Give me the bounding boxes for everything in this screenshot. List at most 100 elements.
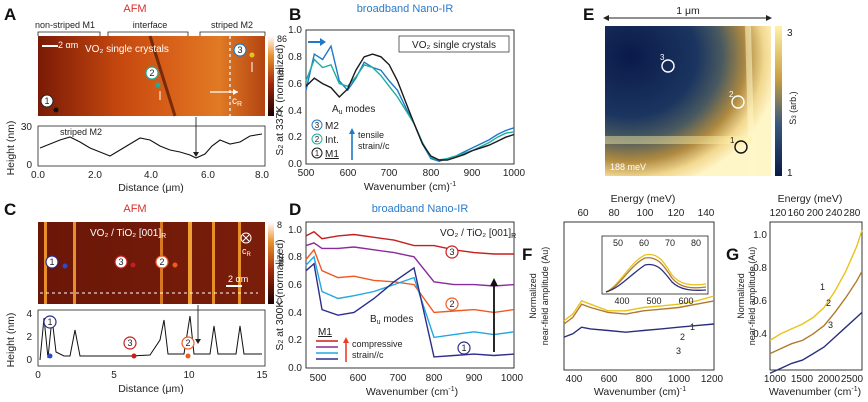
panel-g-ylabel-1: Normalized (736, 273, 746, 319)
profile-a-xticks: 0.0 2.0 4.0 6.0 8.0 (31, 170, 269, 181)
profile-c-xticks: 0 5 10 15 (35, 370, 268, 381)
svg-text:2: 2 (185, 338, 190, 348)
c-axis-arrowhead-a (233, 89, 238, 95)
panel-g-label-1: 1 (820, 282, 825, 292)
svg-text:0.0: 0.0 (288, 159, 302, 170)
panel-e-letter: E (583, 5, 594, 24)
panel-f-inset-top-ticks: 50 60 70 80 (613, 238, 701, 248)
panel-d-title: broadband Nano-IR (372, 203, 469, 215)
profile-a-frame (37, 125, 266, 167)
svg-text:1500: 1500 (791, 374, 814, 385)
colorbar-c-min: 0 (277, 296, 282, 306)
profile-c-arrowhead (195, 339, 201, 344)
panel-f-xlabel: Wavenumber (cm)-1 (594, 386, 686, 398)
profile-a-label: striped M2 (60, 127, 102, 137)
series-d-3 (305, 230, 514, 255)
panel-e-bright-vertical (745, 25, 755, 177)
panel-d-legend: M1 compressive strain//c (316, 327, 403, 362)
svg-text:500: 500 (310, 373, 327, 384)
svg-text:0.4: 0.4 (288, 308, 302, 319)
svg-text:1000: 1000 (501, 373, 524, 384)
profile-a-line (39, 133, 263, 159)
panel-g-frame (769, 221, 863, 371)
colorbar-e-max: 3 (787, 28, 793, 39)
svg-text:80: 80 (608, 208, 620, 219)
svg-text:5: 5 (111, 370, 117, 381)
region-striped-m2: striped M2 (211, 20, 253, 30)
svg-text:2.0: 2.0 (88, 170, 102, 181)
panel-b: B broadband Nano-IR 0.0 0.2 0.4 0.6 0.8 … (274, 3, 526, 193)
panel-a: A AFM non-striped M1 interface striped M… (4, 3, 287, 194)
panel-f-label-2: 2 (680, 332, 685, 342)
svg-text:3: 3 (449, 247, 454, 257)
svg-text:600: 600 (678, 296, 693, 306)
svg-text:1000: 1000 (764, 374, 787, 385)
panel-f-label-3: 3 (676, 346, 681, 356)
legend-b-m2: M2 (325, 121, 339, 132)
panel-c: C AFM VO₂ / TiO₂ [001]R cR 2 αm 1 3 (4, 200, 286, 395)
series-f-1 (563, 295, 715, 322)
panel-f-top-ticks: 60 80 100 120 140 (577, 208, 714, 219)
panel-a-letter: A (4, 5, 16, 24)
svg-text:1: 1 (315, 149, 320, 158)
panel-b-blue-arrowhead (320, 38, 326, 46)
svg-text:800: 800 (423, 168, 440, 179)
panel-b-box-text: VO₂ single crystals (412, 40, 496, 51)
afm-c-inset-text: VO₂ / TiO₂ [001]R (90, 228, 166, 240)
panel-d-xlabel: Wavenumber (cm-1) (366, 386, 458, 398)
chart-d-series (305, 230, 515, 358)
svg-text:2: 2 (729, 90, 734, 99)
svg-text:600: 600 (350, 373, 367, 384)
colorbar-e (775, 26, 782, 176)
panel-g-xticks: 1000 1500 2000 2500 (764, 374, 864, 385)
panel-g-xlabel: Wavenumber (cm-1) (769, 386, 861, 398)
svg-text:100: 100 (637, 208, 654, 219)
panel-g-label-3: 3 (828, 320, 833, 330)
marker-1-a: 1 (40, 94, 59, 113)
svg-text:0.8: 0.8 (288, 52, 302, 63)
svg-text:1.0: 1.0 (288, 25, 302, 36)
colorbar-c-label: nm (276, 253, 286, 266)
panel-d-frame (305, 221, 515, 369)
svg-text:1.0: 1.0 (288, 225, 302, 236)
svg-text:2: 2 (159, 257, 164, 267)
profile-a-ytick-30: 30 (21, 122, 33, 133)
legend-b-m1: M1 (325, 149, 339, 160)
panel-g-top-label: Energy (meV) (778, 193, 843, 205)
colorbar-e-min: 1 (787, 168, 793, 179)
svg-text:60: 60 (577, 208, 589, 219)
svg-text:2: 2 (315, 135, 320, 144)
panel-d-ylabel: S2 at 300K (normalized) (274, 239, 286, 350)
afm-a-interface-line (148, 35, 177, 117)
profile-c-ylabel: Height (nm) (5, 313, 17, 368)
profile-c-ytick-2: 2 (26, 332, 32, 343)
svg-text:120: 120 (770, 208, 787, 219)
svg-text:0.2: 0.2 (288, 335, 302, 346)
svg-text:800: 800 (636, 374, 653, 385)
series-f-2 (563, 300, 715, 325)
colorbar-c (268, 222, 274, 304)
svg-text:1.0: 1.0 (753, 230, 767, 241)
panel-b-letter: B (289, 5, 301, 24)
panel-b-box (398, 35, 510, 53)
panel-b-mode-label: Au modes (332, 104, 375, 116)
profile-c-ytick-4: 4 (26, 309, 32, 320)
svg-text:6.0: 6.0 (201, 170, 215, 181)
svg-text:cR: cR (242, 246, 252, 258)
panel-c-letter: C (4, 200, 16, 219)
svg-text:900: 900 (466, 373, 483, 384)
panel-e-markers: 3 2 1 (660, 53, 748, 154)
svg-text:0.6: 0.6 (288, 280, 302, 291)
svg-text:M1: M1 (318, 327, 332, 338)
svg-text:strain//c: strain//c (352, 350, 384, 360)
profile-a-ytick-0: 0 (26, 160, 32, 171)
chart-f-series (563, 295, 715, 338)
scale-bar-a-label: 2 αm (58, 40, 78, 50)
c-axis-symbol: cR (240, 232, 252, 258)
svg-text:3: 3 (237, 45, 242, 55)
region-non-striped-m1: non-striped M1 (35, 20, 95, 30)
panel-b-xlabel: Wavenumber (cm)-1 (364, 181, 456, 193)
svg-text:3: 3 (127, 338, 132, 348)
profile-c-markers: 1 3 2 (43, 315, 195, 359)
